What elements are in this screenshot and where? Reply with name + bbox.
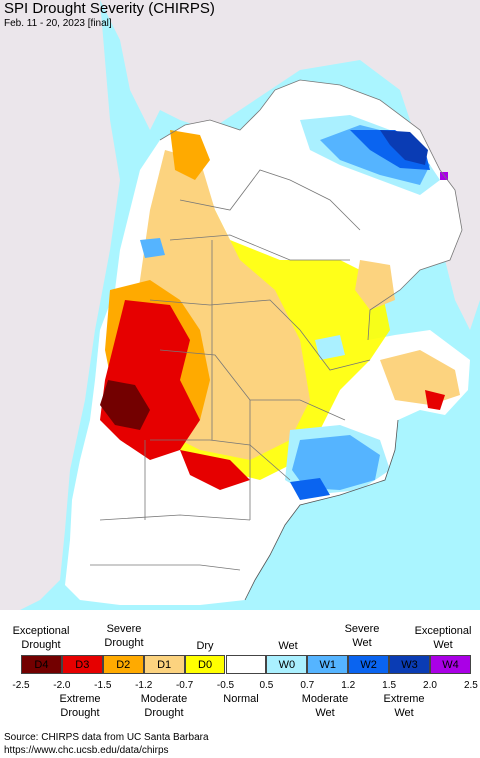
legend-swatch-d3: D3 — [61, 655, 103, 674]
region-w3-north — [380, 130, 428, 165]
legend-tick: 2.5 — [463, 680, 478, 691]
legend-swatch-w1: W1 — [307, 655, 349, 674]
legend-label-dry: Dry — [196, 640, 214, 652]
legend-tick: 1.5 — [382, 680, 397, 691]
drought-map — [0, 0, 480, 610]
legend-label-severe-wet: Severe Wet — [344, 623, 380, 649]
legend-label-exceptional-drought: Exceptional Drought — [12, 625, 70, 651]
map-title: SPI Drought Severity (CHIRPS) — [4, 0, 215, 17]
province-borders — [90, 79, 463, 571]
map-subtitle: Feb. 11 - 20, 2023 [final] — [4, 18, 112, 29]
legend-label-moderate-drought: Moderate Drought — [140, 693, 188, 719]
legend-swatch-d1: D1 — [143, 655, 185, 674]
legend-swatch-d2: D2 — [102, 655, 144, 674]
legend-tick: -1.5 — [94, 680, 112, 691]
source-line-2: https://www.chc.ucsb.edu/data/chirps — [4, 745, 169, 756]
legend-label-moderate-wet: Moderate Wet — [301, 693, 349, 719]
legend-tick: 0.7 — [300, 680, 315, 691]
region-d1-uy — [380, 350, 460, 405]
legend-label-extreme-drought: Extreme Drought — [59, 693, 101, 719]
legend-tick: 1.2 — [341, 680, 356, 691]
region-w2-south — [290, 478, 330, 500]
legend-tick: -1.2 — [135, 680, 153, 691]
legend-tick: -0.7 — [175, 680, 194, 691]
legend-swatch-w2: W2 — [348, 655, 390, 674]
legend-label-wet: Wet — [278, 640, 298, 652]
legend-swatch-normal — [225, 655, 267, 674]
source-credit: Source: CHIRPS data from UC Santa Barbar… — [4, 731, 209, 757]
legend-label-extreme-wet: Extreme Wet — [383, 693, 425, 719]
region-d3-uy — [425, 390, 445, 410]
region-w0-mid — [315, 335, 345, 360]
legend-tick: -2.5 — [12, 680, 30, 691]
legend-swatch-w3: W3 — [389, 655, 430, 674]
coastline — [244, 419, 399, 601]
legend-swatch-w0: W0 — [266, 655, 308, 674]
region-w1-south — [292, 435, 380, 490]
region-d3-south — [180, 450, 250, 490]
region-w1-west — [140, 238, 165, 258]
legend-swatch-d0: D0 — [184, 655, 226, 674]
region-d4 — [100, 380, 150, 430]
legend-tick: -2.0 — [53, 680, 71, 691]
legend-tick: 2.0 — [423, 680, 437, 691]
legend-swatch-w4: W4 — [430, 655, 471, 674]
legend-tick: 0.5 — [259, 680, 274, 691]
region-d2-north — [170, 130, 210, 180]
legend-tick: -0.5 — [216, 680, 235, 691]
legend-label-severe-drought: Severe Drought — [104, 623, 144, 649]
legend-label-exceptional-wet: Exceptional Wet — [414, 625, 472, 651]
legend-label-normal: Normal — [223, 693, 259, 705]
outside-land-west — [0, 0, 120, 610]
legend-swatch-d4: D4 — [21, 655, 62, 674]
outside-land — [0, 0, 480, 300]
region-d1-east — [355, 260, 395, 310]
source-line-1: Source: CHIRPS data from UC Santa Barbar… — [4, 732, 209, 743]
